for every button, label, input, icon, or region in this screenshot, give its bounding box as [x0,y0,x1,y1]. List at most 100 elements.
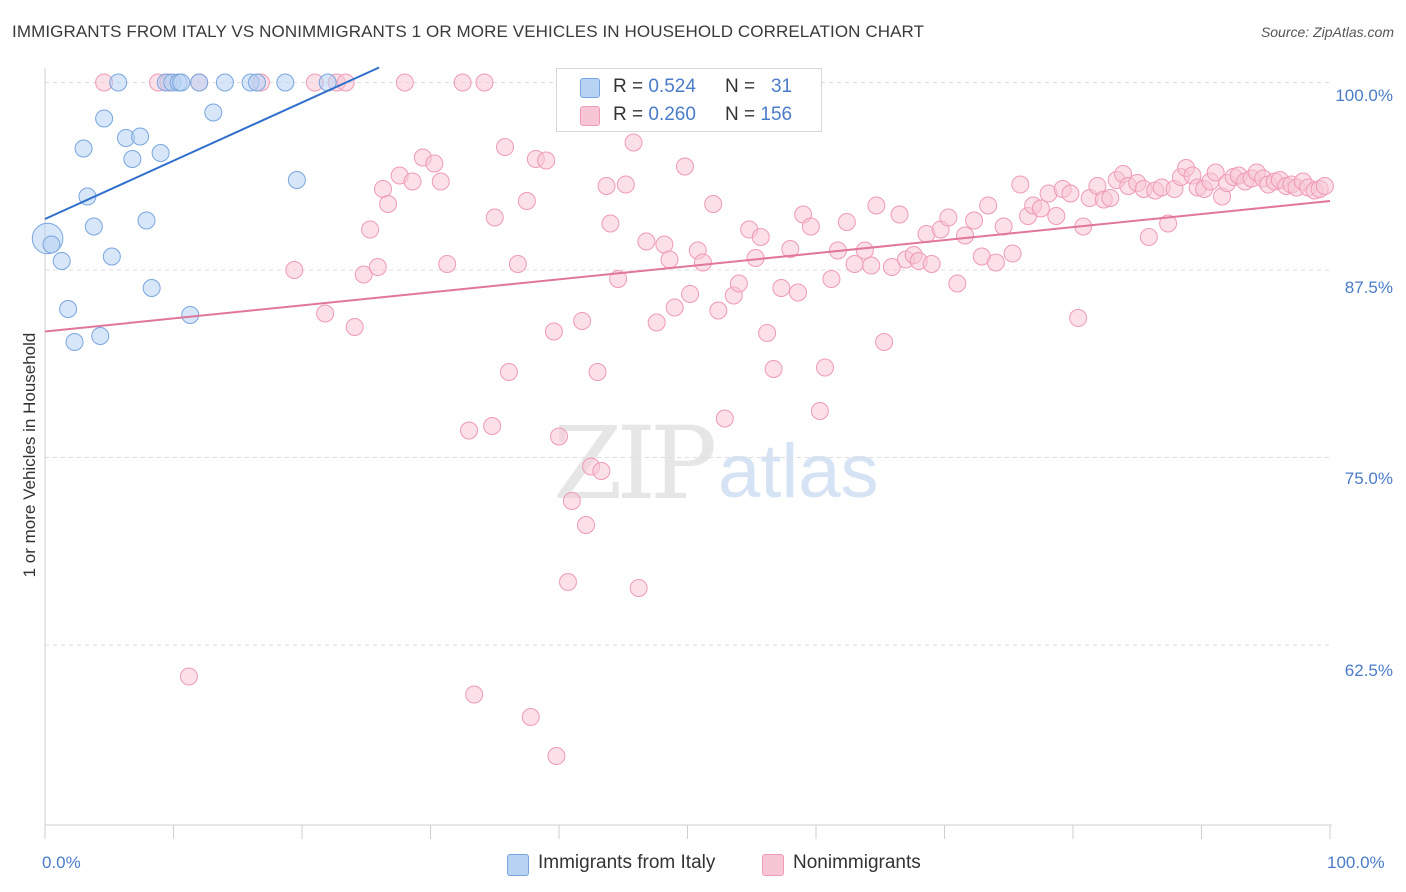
nonimmigrants-point [758,324,777,342]
nonimmigrants-point [465,685,484,704]
stats-box: R = 0.524 N = 31 R = 0.260 N = 156 [556,68,822,132]
nonimmigrants-point [772,279,791,297]
nonimmigrants-point [624,133,643,152]
nonimmigrants-point [547,747,566,765]
nonimmigrants-point [1101,189,1120,207]
nonimmigrants-point [822,270,841,288]
italy-point [109,73,128,92]
x-tick-label: 0.0% [42,853,81,872]
nonimmigrants-point [810,402,829,420]
nonimmigrants-point [837,213,856,231]
nonimmigrants-point [994,217,1013,236]
nonimmigrants-point [544,322,563,341]
nonimmigrants-point [453,73,472,92]
nonimmigrants-point [1069,309,1088,327]
italy-point [151,144,170,162]
italy-point [102,247,121,266]
italy-point [142,279,161,297]
nonimmigrants-point [704,195,723,213]
nonimmigrants-point [588,363,607,381]
y-tick-label: 62.5% [1344,661,1393,680]
watermark-atlas: atlas [718,429,879,514]
nonimmigrants-point [939,208,958,227]
nonimmigrants-point [1047,207,1066,225]
nonimmigrants-point [875,333,894,351]
nonimmigrants-point [665,298,684,317]
nonimmigrants-point [1031,199,1050,218]
nonimmigrants-point [922,255,941,273]
nonimmigrants-series [95,73,1334,765]
nonimmigrants-point [862,256,881,275]
italy-point [123,150,142,168]
nonimmigrants-trend-line [44,200,1331,333]
nonimmigrants-point [609,270,628,288]
n-value: 31 [770,76,793,97]
nonimmigrants-point [815,358,834,377]
italy-point [42,235,61,254]
italy-point [181,306,200,324]
nonimmigrants-point [764,360,783,378]
nonimmigrants-point [425,154,444,173]
nonimmigrants-point [890,205,909,224]
nonimmigrants-point [675,157,694,176]
nonimmigrants-point [475,73,494,92]
stat-r: R = 0.524 [613,76,696,98]
italy-point [65,333,84,351]
nonimmigrants-point [521,708,540,726]
italy-point [95,109,114,128]
r-label: R = [613,76,644,97]
nonimmigrants-point [395,73,414,92]
nonimmigrants-point [801,217,820,236]
n-label: N = [725,76,756,97]
nonimmigrants-point [316,304,335,323]
nonimmigrants-point [751,228,770,246]
r-label: R = [613,104,644,125]
nonimmigrants-point [179,667,198,686]
n-value: 156 [760,104,793,125]
nonimmigrants-point [354,265,373,284]
y-tick-label: 100.0% [1335,86,1393,105]
nonimmigrants-point [285,261,304,279]
nonimmigrants-point [499,363,518,381]
nonimmigrants-point [1206,163,1225,182]
nonimmigrants-point [403,172,422,191]
stats-row-italy: R = 0.524 N = 31 [557,73,821,101]
nonimmigrants-point [1011,175,1030,194]
nonimmigrants-point [616,175,635,194]
nonimmigrants-point [867,196,886,215]
nonimmigrants-point [576,516,595,534]
stats-row-nonimmigrants: R = 0.260 N = 156 [557,101,821,129]
nonimmigrants-point [1003,244,1022,263]
nonimmigrants-point [562,492,581,510]
nonimmigrants-point [729,274,748,293]
nonimmigrants-point [379,195,398,213]
nonimmigrants-point [965,211,984,230]
nonimmigrants-point [345,318,364,336]
nonimmigrants-point [496,138,515,156]
italy-point [91,327,110,345]
r-value: 0.260 [648,104,696,125]
nonimmigrants-point [368,258,387,276]
legend-label: Immigrants from Italy [538,852,716,873]
nonimmigrants-point [855,241,874,260]
r-value: 0.524 [648,76,696,97]
nonimmigrants-point [361,220,380,239]
nonimmigrants-point [681,285,700,303]
nonimmigrants-point [956,226,975,245]
nonimmigrants-point [431,172,450,191]
source-label: Source: ZipAtlas.com [1260,24,1394,40]
nonimmigrants-point [573,312,592,330]
stat-r: R = 0.260 [613,104,696,126]
italy-point [204,103,223,122]
trend-lines [44,66,1331,333]
nonimmigrants-point [781,240,800,258]
legend-swatch-nonimmigrants [762,854,784,876]
nonimmigrants-point [558,573,577,591]
italy-point [287,171,306,189]
nonimmigrants-point [660,250,679,269]
italy-trend-line [44,66,380,220]
n-label: N = [725,104,756,125]
italy-point [84,217,103,236]
nonimmigrants-point [601,214,620,233]
nonimmigrants-point [1315,177,1334,195]
